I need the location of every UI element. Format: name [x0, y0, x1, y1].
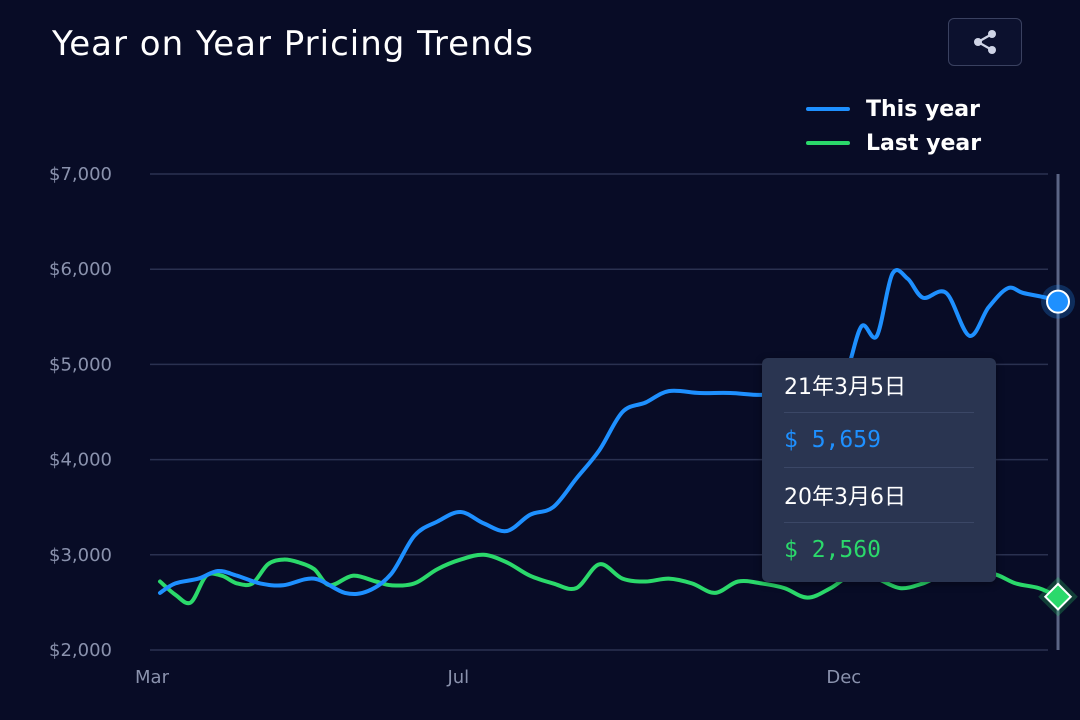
chart-legend: This year Last year — [806, 92, 981, 160]
hover-marker-this-year — [1046, 289, 1071, 314]
legend-label-last-year: Last year — [866, 130, 982, 156]
tooltip-value-last-year: $ 2,560 — [784, 537, 881, 563]
y-tick-label: $2,000 — [49, 640, 112, 661]
legend-item-last-year[interactable]: Last year — [806, 126, 981, 160]
tooltip-date-last-year: 20年3月6日 — [784, 485, 906, 510]
chart-title: Year on Year Pricing Trends — [52, 24, 534, 64]
share-icon — [974, 30, 996, 54]
legend-item-this-year[interactable]: This year — [806, 92, 981, 126]
legend-swatch-this-year — [806, 107, 850, 111]
y-tick-label: $4,000 — [49, 450, 112, 471]
share-button[interactable] — [948, 18, 1022, 66]
tooltip-row: 20年3月6日 — [784, 468, 974, 523]
x-tick-label: Jul — [446, 667, 469, 688]
x-tick-label: Dec — [826, 667, 861, 688]
tooltip-value-this-year: $ 5,659 — [784, 427, 881, 453]
y-tick-label: $7,000 — [49, 164, 112, 185]
legend-swatch-last-year — [806, 141, 850, 145]
y-tick-label: $5,000 — [49, 354, 112, 375]
tooltip-row: $ 5,659 — [784, 413, 974, 468]
series-line-this-year — [158, 268, 1060, 596]
series-line-last-year — [158, 552, 1060, 606]
x-tick-label: Mar — [135, 667, 170, 688]
y-tick-label: $3,000 — [49, 545, 112, 566]
tooltip-row: 21年3月5日 — [784, 358, 974, 413]
y-tick-label: $6,000 — [49, 259, 112, 280]
legend-label-this-year: This year — [866, 96, 980, 122]
data-tooltip: 21年3月5日 $ 5,659 20年3月6日 $ 2,560 — [762, 358, 996, 582]
hover-marker-last-year — [1043, 582, 1073, 611]
tooltip-row: $ 2,560 — [784, 523, 974, 577]
tooltip-date-this-year: 21年3月5日 — [784, 375, 906, 400]
